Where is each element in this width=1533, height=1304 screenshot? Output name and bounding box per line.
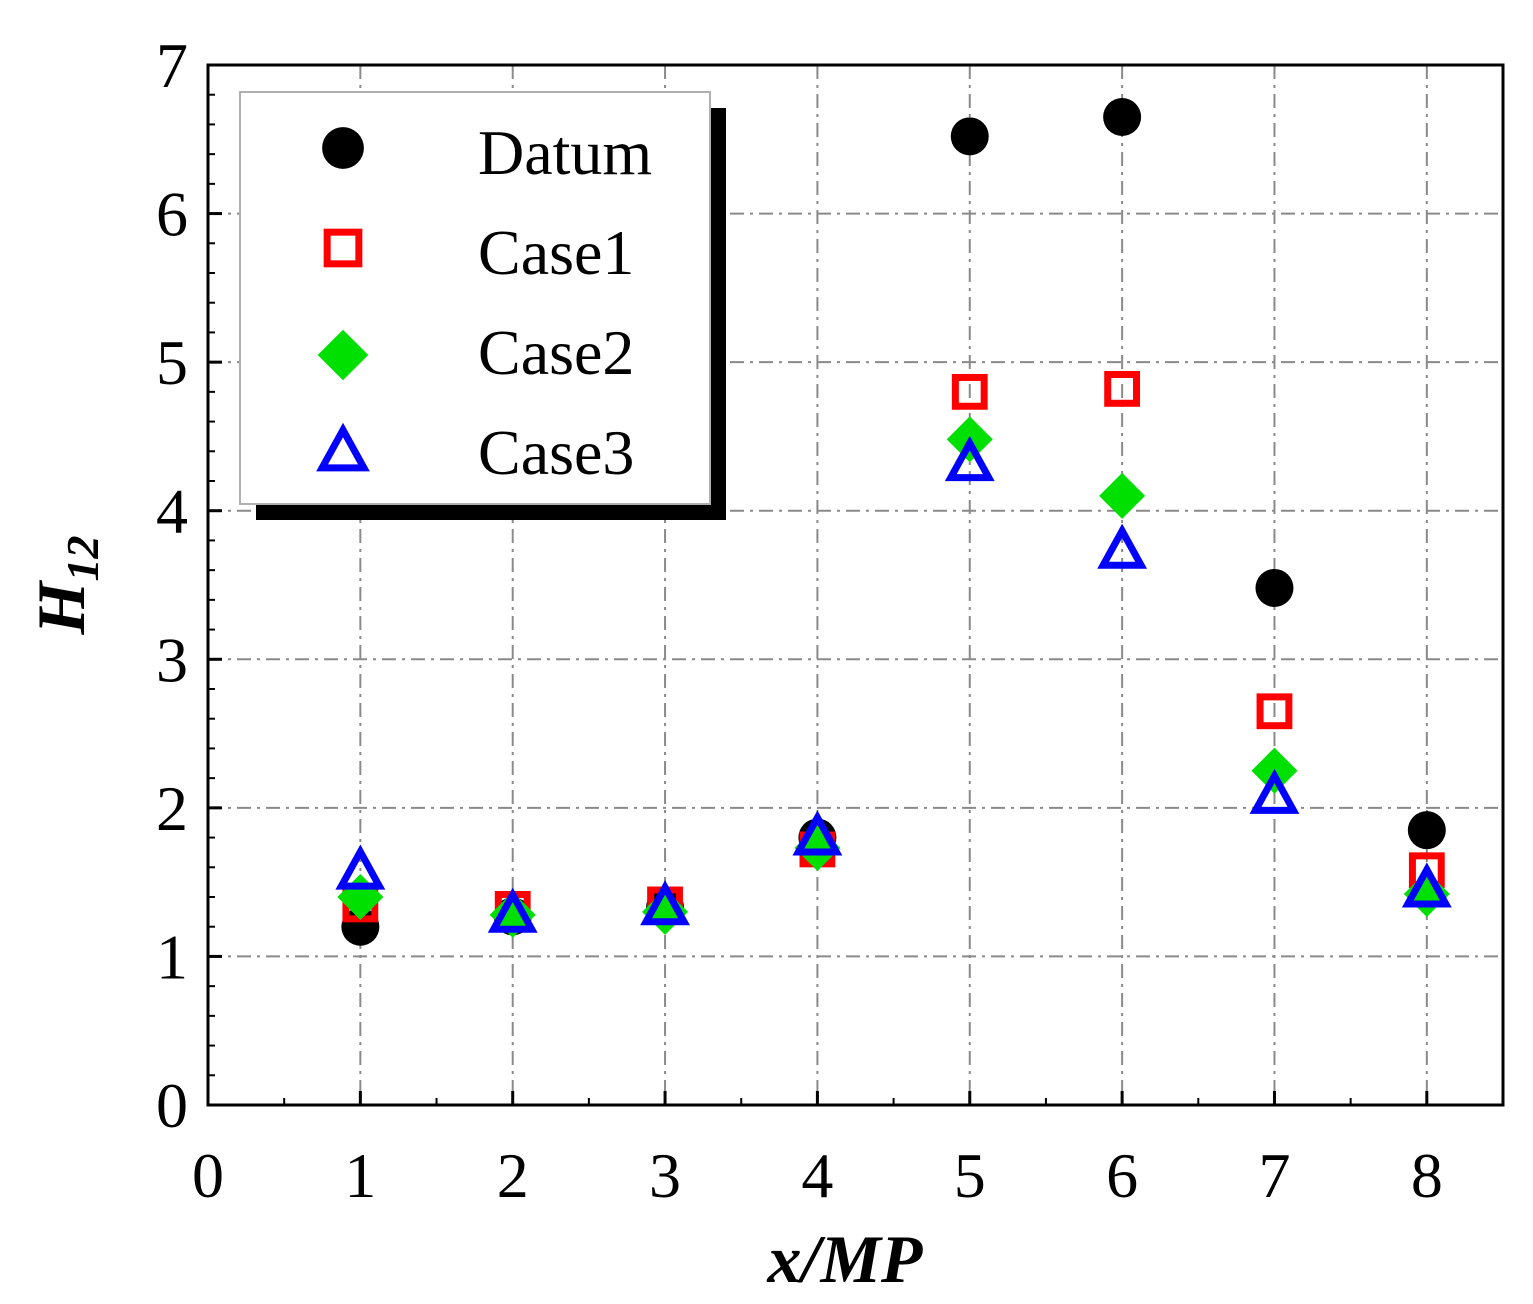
point-case3 [1249, 768, 1300, 814]
legend: Datum Case1 Case2 Case3 [239, 91, 726, 520]
point-datum [1255, 568, 1294, 607]
legend-symbols [316, 127, 370, 472]
y-axis-title-main: H [23, 579, 99, 635]
point-datum [950, 117, 989, 156]
y-tick-label: 1 [156, 921, 188, 992]
legend-symbol-case3 [316, 422, 370, 472]
point-datum [1103, 98, 1142, 136]
data-markers [335, 98, 1452, 946]
y-tick-label: 7 [156, 30, 188, 101]
x-tick-label: 1 [344, 1140, 376, 1211]
x-tick-label: 4 [801, 1140, 833, 1211]
point-case3 [1097, 523, 1148, 569]
y-axis-title-subscript: 12 [57, 536, 108, 582]
y-tick-label: 3 [156, 624, 188, 695]
series-case3 [335, 435, 1452, 933]
point-case3 [944, 435, 995, 482]
point-case1 [1104, 370, 1141, 407]
point-case3 [640, 880, 690, 926]
legend-label-case2: Case2 [478, 317, 634, 388]
x-tick-label: 6 [1106, 1140, 1138, 1211]
point-case3 [1401, 862, 1452, 908]
x-tick-label: 8 [1411, 1140, 1443, 1211]
legend-box [239, 91, 711, 505]
x-tick-label: 3 [649, 1140, 681, 1211]
y-tick-label: 6 [156, 179, 188, 250]
point-case1 [951, 373, 988, 410]
x-axis-title: x/MP [767, 1221, 923, 1297]
y-tick-label: 2 [156, 773, 188, 844]
plot-frame [206, 63, 1505, 1107]
x-tick-label: 0 [192, 1140, 224, 1211]
x-tick-label: 2 [497, 1140, 529, 1211]
legend-label-case1: Case1 [478, 217, 634, 288]
x-tick-label: 5 [954, 1140, 986, 1211]
point-case3 [792, 810, 843, 856]
legend-label-case3: Case3 [478, 417, 634, 488]
legend-label-datum: Datum [478, 117, 652, 188]
y-tick-label: 4 [156, 476, 188, 547]
y-axis-title: H12 [23, 536, 108, 636]
legend-symbol-case1 [323, 228, 363, 268]
point-case2 [1099, 472, 1146, 519]
point-case1 [1256, 693, 1293, 730]
point-datum [1407, 811, 1446, 850]
x-tick-label: 7 [1258, 1140, 1290, 1211]
legend-symbol-case2 [317, 329, 369, 381]
y-tick-label: 5 [156, 327, 188, 398]
point-case3 [487, 887, 538, 933]
point-case3 [335, 844, 386, 890]
legend-symbol-datum [322, 127, 364, 169]
ticks: 0 1 2 3 4 5 6 7 8 0 1 2 3 4 5 6 7 [156, 30, 1443, 1211]
y-tick-label: 0 [156, 1070, 188, 1141]
